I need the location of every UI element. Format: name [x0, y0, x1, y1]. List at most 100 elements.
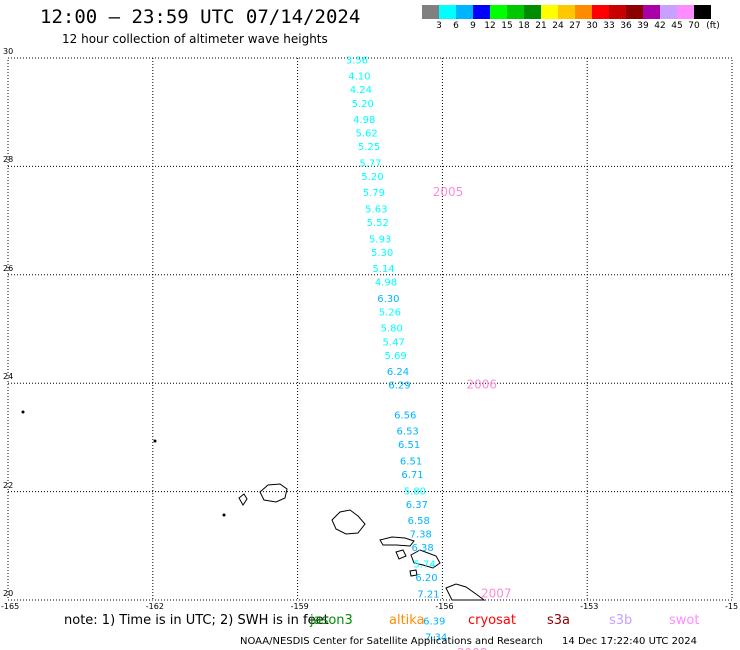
x-tick-label: -162 — [145, 602, 164, 611]
note-text: note: 1) Time is in UTC; 2) SWH is in fe… — [64, 613, 329, 628]
legend-label: 15 — [501, 21, 513, 31]
satellite-s3a: s3a — [547, 613, 571, 628]
wave-height-label: 5.52 — [367, 218, 389, 229]
y-tick-label: 28 — [3, 155, 14, 165]
legend-label: 12 — [484, 21, 496, 31]
satellite-swot: swot — [669, 613, 700, 628]
satellite-altika: altika — [389, 613, 425, 628]
wave-height-label: 5.30 — [371, 248, 393, 259]
x-tick-label: -159 — [290, 602, 309, 611]
wave-height-label: 5.26 — [379, 307, 401, 318]
legend-label: 33 — [603, 21, 615, 31]
satellite-jason3: jason3 — [310, 613, 353, 628]
wave-height-label: 5.25 — [358, 142, 380, 153]
legend-label: 21 — [535, 21, 547, 31]
legend-label: 3 — [436, 21, 442, 31]
legend-swatch — [660, 5, 677, 19]
y-tick-label: 20 — [3, 589, 14, 598]
island-molokai — [379, 536, 415, 547]
wave-height-label: 5.80 — [404, 486, 426, 497]
wave-height-label: 6.20 — [415, 573, 437, 584]
page-title: 12:00 – 23:59 UTC 07/14/2024 — [40, 6, 361, 28]
wave-height-label: 6.39 — [423, 616, 445, 627]
legend-label: 24 — [552, 21, 564, 31]
wave-height-label: 5.79 — [363, 188, 385, 199]
legend-swatch — [626, 5, 643, 19]
legend-swatches — [422, 5, 711, 19]
legend-label: 30 — [586, 21, 598, 31]
legend-swatch — [592, 5, 609, 19]
legend-label: 70 — [688, 21, 700, 31]
track-label: 2007 — [481, 586, 512, 600]
wave-height-label: 4.24 — [350, 85, 372, 96]
color-legend: 3 6 9 12 15 18 21 24 27 30 33 36 39 42 45 70 (ft) — [422, 5, 720, 31]
legend-swatch — [473, 5, 490, 19]
legend-swatch — [439, 5, 456, 19]
wave-height-label: 5.69 — [384, 351, 406, 362]
legend-swatch — [694, 5, 711, 19]
legend-labels: 3 6 9 12 15 18 21 24 27 30 33 36 39 42 45 70 (ft) — [422, 19, 720, 31]
y-tick-label: 22 — [3, 480, 14, 490]
wave-height-label: 4.98 — [353, 115, 375, 126]
island-lanai — [395, 549, 407, 560]
legend-swatch — [643, 5, 660, 19]
footer-timestamp: 14 Dec 17:22:40 UTC 2024 — [562, 636, 698, 647]
y-tick-label: 24 — [3, 372, 14, 382]
island-hawaii — [445, 583, 486, 601]
wave-height-label: 6.58 — [408, 516, 430, 527]
wave-height-label: 3.56 — [346, 55, 368, 66]
legend-swatch — [422, 5, 439, 19]
wave-height-label: 5.20 — [361, 172, 383, 183]
x-tick-label: -15 — [725, 602, 739, 611]
legend-label: 45 — [671, 21, 683, 31]
wave-height-label: 4.10 — [348, 72, 370, 83]
legend-label: 18 — [518, 21, 530, 31]
legend-swatch — [524, 5, 541, 19]
footer: NOAA/NESDIS Center for Satellite Applica… — [240, 636, 697, 647]
y-tick-label: 26 — [3, 263, 14, 273]
legend-label: 27 — [569, 21, 581, 31]
x-tick-label: -153 — [580, 602, 599, 611]
hawaii-coastline — [21, 410, 486, 601]
legend-swatch — [456, 5, 473, 19]
islet — [21, 410, 25, 414]
legend-swatch — [558, 5, 575, 19]
wave-height-label: 7.21 — [417, 589, 439, 600]
legend-swatch — [677, 5, 694, 19]
wave-height-label: 5.77 — [359, 158, 381, 169]
wave-height-label: 5.74 — [413, 559, 435, 570]
wave-height-label: 6.38 — [412, 543, 434, 554]
track-label: 2008 — [457, 646, 488, 650]
wave-height-label: 7.34 — [425, 633, 447, 644]
island-oahu — [331, 509, 366, 535]
islet — [153, 439, 157, 443]
wave-height-label: 6.30 — [377, 294, 399, 305]
wave-height-label: 7.06 — [427, 649, 449, 650]
wave-height-label: 5.63 — [365, 204, 387, 215]
island-kahoolawe — [409, 569, 418, 577]
wave-height-label: 5.47 — [383, 337, 405, 348]
wave-height-label: 6.51 — [398, 440, 420, 451]
legend-swatch — [541, 5, 558, 19]
track-labels: 2005 2006 2007 2008 — [433, 185, 512, 650]
track-label: 2005 — [433, 185, 464, 199]
legend-label: 36 — [620, 21, 632, 31]
legend-label: 39 — [637, 21, 649, 31]
wave-height-label: 6.71 — [401, 470, 423, 481]
island-maui — [410, 549, 441, 569]
satellite-cryosat: cryosat — [468, 613, 516, 628]
x-tick-label: -165 — [1, 602, 20, 611]
wave-height-label: 4.98 — [375, 278, 397, 289]
wave-height-label: 6.37 — [406, 500, 428, 511]
wave-height-label: 5.62 — [356, 129, 378, 140]
wave-height-label: 6.53 — [397, 427, 419, 438]
track-label: 2006 — [467, 378, 498, 392]
wave-height-label: 7.38 — [410, 530, 432, 541]
island-niihau — [238, 493, 248, 506]
y-tick-label: 30 — [3, 47, 14, 56]
wave-height-label: 5.20 — [352, 99, 374, 110]
legend-swatch — [507, 5, 524, 19]
legend-swatch — [609, 5, 626, 19]
wave-height-label: 6.29 — [388, 381, 410, 392]
